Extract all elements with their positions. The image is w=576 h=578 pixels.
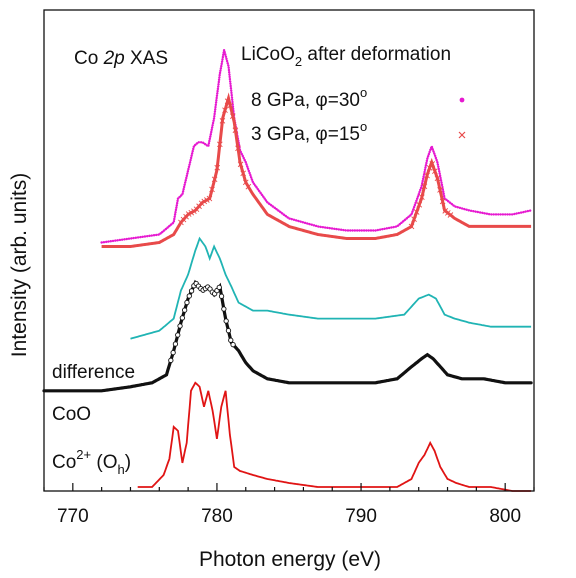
x-tick-layer: 770 780 790 800 [43, 483, 535, 527]
series-layer [42, 49, 533, 492]
data-point [172, 341, 179, 347]
data-point [447, 212, 454, 218]
data-point [421, 183, 428, 190]
x-tick-label: 790 [345, 506, 377, 527]
series-line [137, 381, 532, 492]
data-point [411, 216, 417, 223]
data-point [230, 341, 236, 348]
data-point [217, 141, 223, 148]
data-point [182, 307, 188, 313]
data-point [432, 168, 438, 174]
title-co-2p-xas: Co 2p XAS [74, 48, 168, 69]
data-point [219, 118, 226, 124]
data-point [437, 187, 443, 193]
data-point [225, 328, 232, 334]
legend-marker-dot [459, 97, 465, 103]
data-point [222, 107, 228, 114]
data-point [429, 161, 436, 167]
data-point [229, 113, 236, 120]
data-point [177, 323, 183, 329]
y-axis-label: Intensity (arb. units) [8, 173, 31, 357]
legend-entry-3gpa: 3 GPa, φ=15o [251, 119, 367, 145]
series-3-gpa-15o [101, 92, 532, 248]
series-line [42, 279, 533, 393]
data-point [221, 306, 227, 312]
data-point [168, 357, 174, 363]
series-8-gpa-30o [100, 49, 533, 244]
data-point [235, 145, 241, 152]
data-point [188, 209, 195, 216]
data-point [179, 315, 186, 321]
data-point [218, 293, 225, 299]
data-point [198, 200, 205, 207]
data-point [227, 102, 234, 109]
data-point [237, 161, 244, 168]
data-point [223, 318, 229, 324]
data-point [204, 197, 210, 203]
data-point [209, 186, 215, 193]
data-point [188, 288, 195, 294]
data-point [245, 183, 252, 190]
data-point [214, 164, 221, 171]
x-tick-label: 800 [489, 506, 521, 527]
data-point [228, 337, 234, 343]
x-tick-label: 780 [201, 506, 233, 527]
series-difference [130, 236, 532, 340]
data-point [224, 98, 231, 105]
data-point [424, 172, 430, 179]
data-point [185, 211, 192, 217]
data-point [216, 284, 222, 291]
data-point [211, 176, 218, 183]
data-point [170, 349, 176, 356]
series-line [130, 236, 532, 340]
data-point [184, 299, 190, 306]
legend-entry-8gpa: 8 GPa, φ=30o [251, 85, 367, 111]
data-point [206, 195, 213, 202]
data-point [186, 293, 192, 299]
data-point [201, 198, 208, 205]
data-point [413, 209, 420, 215]
data-point [240, 170, 246, 177]
data-point [232, 127, 239, 134]
label-coo: CoO [52, 404, 91, 425]
series-line [101, 92, 532, 248]
data-point [439, 198, 446, 205]
series-coo [42, 279, 533, 393]
data-point [419, 194, 425, 201]
label-difference: difference [52, 362, 135, 383]
legend-marker-cross [458, 131, 466, 139]
series-line [100, 49, 533, 244]
x-axis-label: Photon energy (eV) [199, 548, 381, 571]
data-point [426, 165, 433, 171]
data-point [242, 179, 249, 186]
label-co2-oh: Co2+ (Oh) [52, 447, 131, 477]
data-point [434, 175, 441, 182]
title-licoo2-after-deformation: LiCoO2 after deformation [241, 44, 451, 69]
data-point [175, 332, 181, 338]
data-point [408, 223, 415, 230]
series-co2-oh [137, 381, 532, 492]
plot-frame [43, 9, 535, 492]
data-point [416, 201, 423, 208]
x-tick-label: 770 [57, 506, 89, 527]
